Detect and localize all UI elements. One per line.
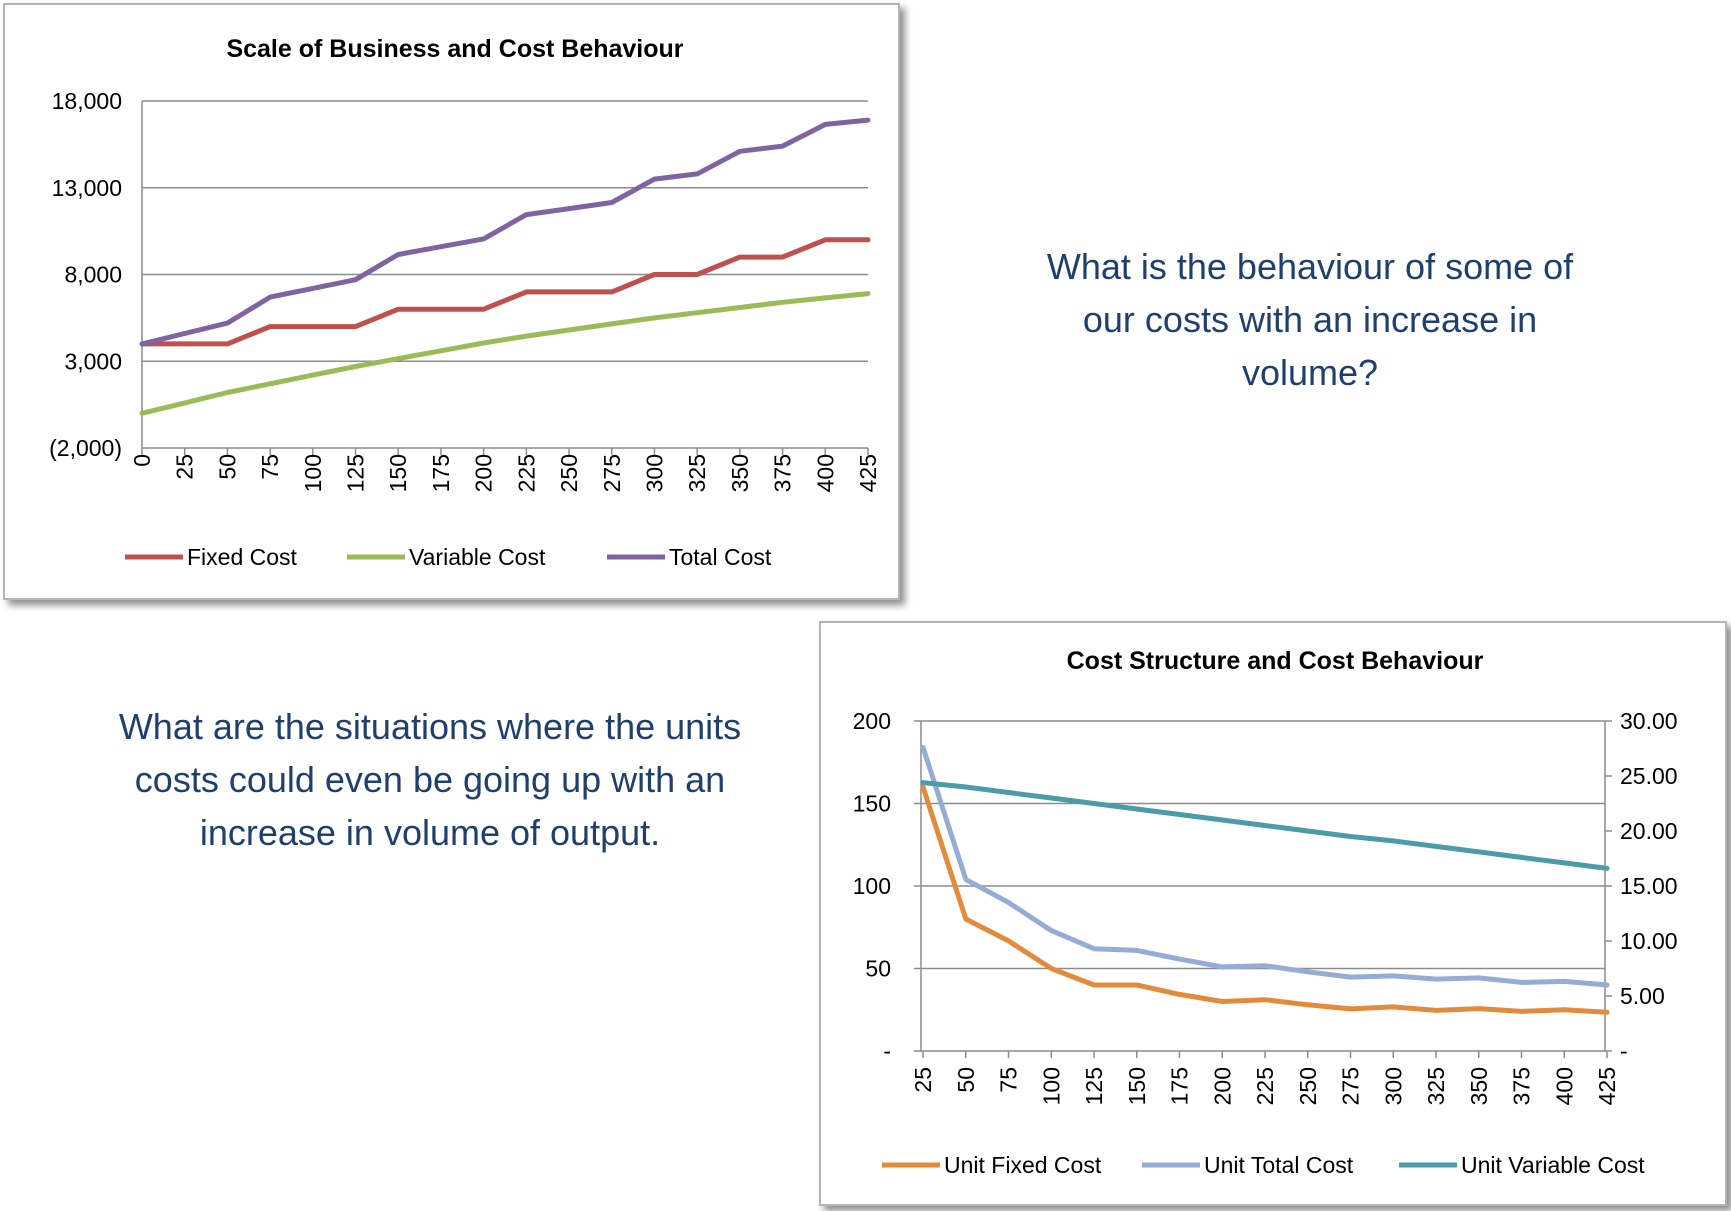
x-tick-label: 75 bbox=[996, 1067, 1022, 1093]
x-tick-label: 325 bbox=[1423, 1067, 1449, 1105]
x-tick-label: 275 bbox=[1338, 1067, 1364, 1105]
x-tick-label: 425 bbox=[1594, 1067, 1620, 1105]
x-tick-label: 275 bbox=[599, 454, 625, 492]
y-tick-label: 3,000 bbox=[64, 348, 122, 374]
x-tick-label: 400 bbox=[812, 454, 838, 492]
x-tick-label: 225 bbox=[513, 454, 539, 492]
axes: - 50 100 150 200 - 5.00 10.00 15.00 20.00 25.00 30.… bbox=[853, 708, 1678, 1105]
x-tick-label: 375 bbox=[770, 454, 796, 492]
y-right-tick-label: 25.00 bbox=[1620, 763, 1678, 789]
x-tick-label: 50 bbox=[214, 454, 240, 480]
legend-label: Total Cost bbox=[669, 544, 772, 570]
legend-label: Unit Variable Cost bbox=[1461, 1152, 1645, 1178]
y-tick-label: 8,000 bbox=[64, 262, 122, 288]
x-tick-label: 175 bbox=[1167, 1067, 1193, 1105]
y-right-tick-label: 30.00 bbox=[1620, 708, 1678, 734]
series-line-unit-variable-cost bbox=[920, 780, 1610, 871]
x-tick-label: 250 bbox=[1295, 1067, 1321, 1105]
gridlines bbox=[921, 720, 1605, 970]
x-tick-label: 150 bbox=[1124, 1067, 1150, 1105]
question-unit-costs: What are the situations where the units … bbox=[118, 706, 742, 853]
unit-cost-chart: Cost Structure and Cost Behaviour - 50 100… bbox=[819, 621, 1727, 1206]
x-tick-label: 375 bbox=[1509, 1067, 1535, 1105]
cost-behaviour-chart-svg: Scale of Business and Cost Behaviour (2,… bbox=[49, 35, 881, 570]
series-lines bbox=[920, 744, 1610, 1015]
x-tick-label: 425 bbox=[855, 454, 881, 492]
series-line-fixed-cost bbox=[139, 237, 871, 347]
legend-label: Variable Cost bbox=[409, 544, 546, 570]
x-tick-label: 25 bbox=[910, 1067, 936, 1093]
y-tick-label: 13,000 bbox=[52, 175, 122, 201]
y-left-tick-label: 200 bbox=[853, 708, 891, 734]
unit-cost-chart-svg: Cost Structure and Cost Behaviour - 50 100… bbox=[853, 647, 1678, 1178]
x-tick-label: 75 bbox=[257, 454, 283, 480]
x-tick-label: 0 bbox=[129, 454, 155, 467]
y-tick-label: (2,000) bbox=[49, 435, 122, 461]
x-tick-label: 250 bbox=[556, 454, 582, 492]
x-tick-label: 400 bbox=[1551, 1067, 1577, 1105]
axes: (2,000) 3,000 8,000 13,000 18,000 0 25 50 75 100 1… bbox=[49, 88, 881, 492]
series-line-unit-fixed-cost bbox=[920, 784, 1610, 1015]
x-tick-label: 50 bbox=[953, 1067, 979, 1093]
y-right-tick-label: 15.00 bbox=[1620, 873, 1678, 899]
y-left-tick-label: 150 bbox=[853, 791, 891, 817]
x-tick-label: 100 bbox=[1038, 1067, 1064, 1105]
y-right-tick-label: 20.00 bbox=[1620, 818, 1678, 844]
x-tick-label: 325 bbox=[684, 454, 710, 492]
x-tick-label: 100 bbox=[300, 454, 326, 492]
x-tick-label: 125 bbox=[1081, 1067, 1107, 1105]
legend-label: Unit Fixed Cost bbox=[944, 1152, 1102, 1178]
question-cost-behaviour: What is the behaviour of some of our cos… bbox=[1046, 246, 1574, 393]
series-line-total-cost bbox=[139, 117, 871, 347]
chart-title: Cost Structure and Cost Behaviour bbox=[1067, 647, 1484, 675]
x-tick-label: 225 bbox=[1252, 1067, 1278, 1105]
legend-label: Fixed Cost bbox=[187, 544, 298, 570]
x-tick-label: 300 bbox=[1380, 1067, 1406, 1105]
x-tick-label: 125 bbox=[343, 454, 369, 492]
series-line-unit-total-cost bbox=[920, 744, 1610, 988]
gridlines bbox=[142, 100, 868, 362]
x-tick-label: 350 bbox=[1466, 1067, 1492, 1105]
y-right-tick-label: 10.00 bbox=[1620, 928, 1678, 954]
y-right-tick-label: 5.00 bbox=[1620, 983, 1665, 1009]
y-tick-label: 18,000 bbox=[52, 88, 122, 114]
series-line-variable-cost bbox=[139, 291, 871, 416]
series-lines bbox=[139, 117, 871, 416]
x-tick-label: 350 bbox=[727, 454, 753, 492]
chart-title: Scale of Business and Cost Behaviour bbox=[226, 35, 683, 63]
x-tick-label: 200 bbox=[471, 454, 497, 492]
x-tick-label: 25 bbox=[172, 454, 198, 480]
x-tick-label: 200 bbox=[1209, 1067, 1235, 1105]
y-left-tick-label: - bbox=[883, 1038, 891, 1064]
y-left-tick-label: 50 bbox=[865, 956, 891, 982]
legend: Unit Fixed Cost Unit Total Cost Unit Varia… bbox=[882, 1152, 1645, 1178]
y-right-tick-label: - bbox=[1620, 1038, 1628, 1064]
x-tick-label: 150 bbox=[385, 454, 411, 492]
cost-behaviour-chart: Scale of Business and Cost Behaviour (2,… bbox=[3, 3, 900, 600]
x-tick-label: 300 bbox=[641, 454, 667, 492]
x-tick-label: 175 bbox=[428, 454, 454, 492]
legend-label: Unit Total Cost bbox=[1204, 1152, 1354, 1178]
legend: Fixed Cost Variable Cost Total Cost bbox=[125, 544, 772, 570]
y-left-tick-label: 100 bbox=[853, 873, 891, 899]
